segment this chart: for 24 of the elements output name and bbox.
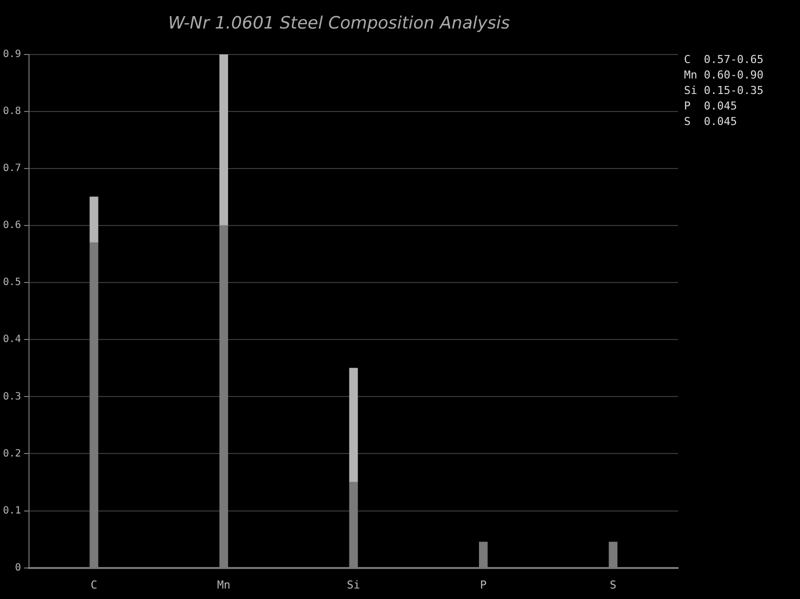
y-tick-label: 0 bbox=[15, 562, 22, 574]
y-tick-label: 0.9 bbox=[3, 48, 22, 60]
y-tick-label: 0.8 bbox=[3, 106, 22, 118]
y-tick-label: 0.6 bbox=[3, 220, 22, 232]
y-tick-label: 0.5 bbox=[3, 277, 22, 288]
y-tick-label: 0.1 bbox=[3, 505, 22, 516]
text: S 0.045 bbox=[684, 114, 737, 128]
text: Mn 0.60-0.90 bbox=[684, 68, 764, 82]
x-tick-label: Si bbox=[346, 578, 360, 592]
text: C 0.57-0.65 bbox=[684, 52, 764, 66]
x-tick-label: P bbox=[480, 578, 488, 592]
chart-title: W-Nr 1.0601 Steel Composition Analysis bbox=[168, 14, 510, 34]
x-tick-label: Mn bbox=[217, 578, 230, 592]
x-tick-label: C bbox=[90, 578, 98, 592]
text: P 0.045 bbox=[684, 99, 737, 112]
bar bbox=[219, 54, 228, 226]
y-tick-label: 0.4 bbox=[3, 334, 22, 346]
y-tick-label: 0.2 bbox=[3, 448, 22, 460]
text: Si 0.15-0.35 bbox=[684, 84, 764, 97]
y-tick-label: 0.3 bbox=[3, 391, 22, 402]
bar bbox=[90, 196, 98, 243]
y-tick-label: 0.7 bbox=[3, 163, 22, 174]
bar bbox=[349, 368, 358, 483]
x-tick-label: S bbox=[610, 578, 616, 592]
